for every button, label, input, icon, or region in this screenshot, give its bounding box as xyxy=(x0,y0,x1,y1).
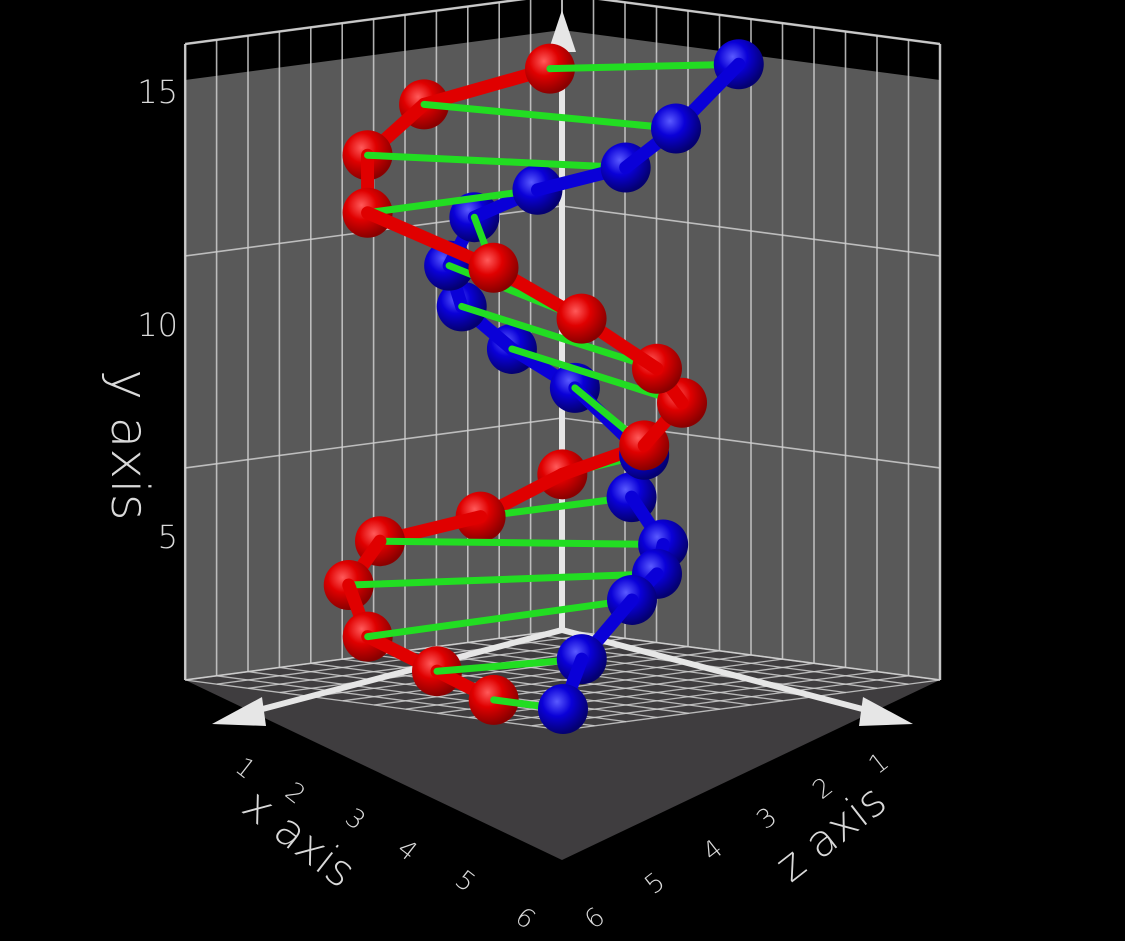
grid-line xyxy=(185,417,563,469)
y-axis-ticks: 5 10 15 xyxy=(137,73,178,556)
base-pair-bond xyxy=(364,186,541,217)
base-pair-bond xyxy=(345,570,661,589)
z-tick-label: 5 xyxy=(639,867,671,901)
strand-b-point xyxy=(538,684,588,735)
base-pair-bond xyxy=(364,151,630,172)
x-tick-label: 6 xyxy=(509,902,541,936)
grid-line xyxy=(342,650,720,702)
y-tick-label: 15 xyxy=(137,73,178,111)
z-tick-label: 3 xyxy=(751,802,783,836)
x-axis-arrow xyxy=(212,627,563,726)
grid-line xyxy=(311,646,689,698)
grid-line xyxy=(563,679,941,731)
grid-line xyxy=(561,205,941,257)
base-pair-bond xyxy=(508,345,686,407)
grid-line xyxy=(597,0,941,46)
z-tick-label: 1 xyxy=(863,747,895,781)
x-tick-label: 5 xyxy=(449,865,481,899)
base-pair-bond xyxy=(546,60,743,73)
strand-a-point xyxy=(556,293,607,344)
x-tick-label: 1 xyxy=(229,752,261,786)
floor-plane xyxy=(185,630,940,860)
base-pair-bond xyxy=(477,493,636,521)
base-pair-bond xyxy=(420,100,680,132)
y-tick-label: 5 xyxy=(158,518,178,556)
base-pair-bond xyxy=(458,302,661,373)
x-tick-label: 4 xyxy=(391,834,423,868)
z-tick-label: 6 xyxy=(579,902,611,936)
strand-b-point xyxy=(651,103,702,154)
base-pair-bond xyxy=(364,596,636,641)
x-tick-label: 3 xyxy=(339,803,371,837)
z-tick-label: 4 xyxy=(697,834,729,868)
y-axis-title: y axis xyxy=(99,369,159,520)
grid-line xyxy=(468,666,846,719)
grid-line xyxy=(185,0,527,46)
grid-line xyxy=(531,675,909,727)
z-axis-arrow xyxy=(561,627,913,726)
y-tick-label: 10 xyxy=(137,306,178,344)
strand-a-point xyxy=(468,242,519,293)
grid-line xyxy=(405,658,783,710)
base-pair-bond xyxy=(376,537,667,548)
helix-marks xyxy=(323,39,764,735)
